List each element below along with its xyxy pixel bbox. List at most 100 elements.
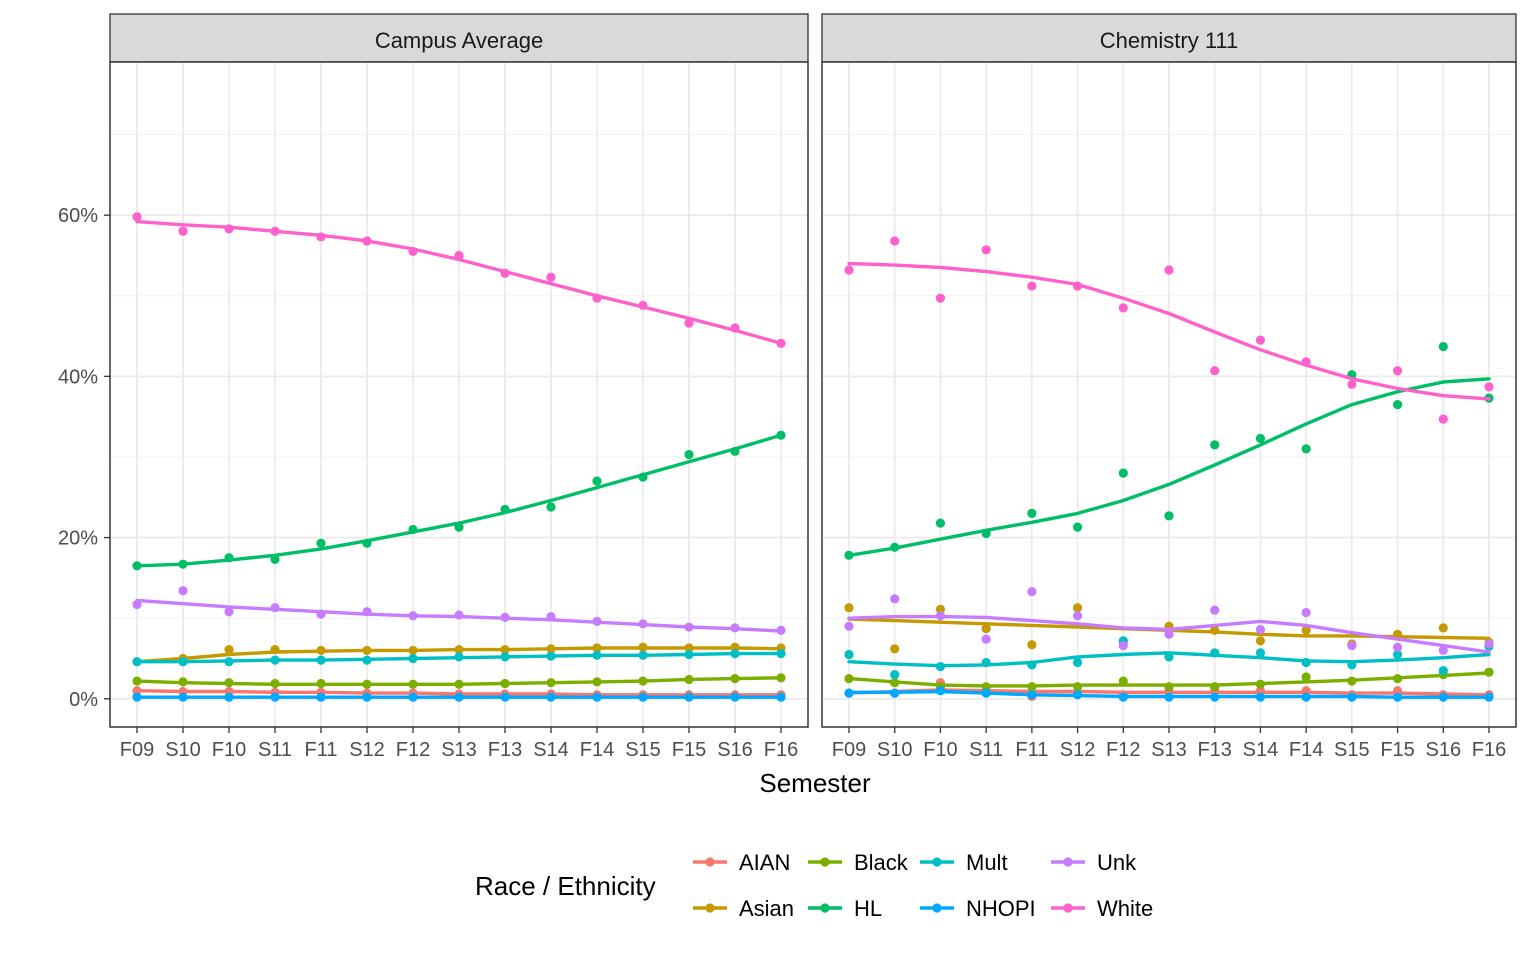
legend-label: HL: [854, 896, 882, 921]
data-point-white: [935, 293, 946, 303]
legend-item-white: White: [1051, 896, 1153, 921]
series-hl: [844, 341, 1494, 560]
series-mult: [132, 649, 786, 667]
facet-title: Campus Average: [375, 28, 543, 53]
legend-item-hl: HL: [808, 896, 882, 921]
data-point-hl: [1118, 468, 1128, 478]
series-nhopi: [132, 692, 786, 702]
data-point-asian: [1255, 636, 1266, 646]
chart-panels: Campus Average F09 S10 F10 S11 F11 S12 F12 S13 F1…: [58, 13, 1517, 761]
data-point-unk: [1301, 607, 1311, 618]
data-point-hl: [1392, 399, 1403, 410]
data-point-unk: [844, 621, 854, 631]
data-point-white: [1347, 379, 1357, 390]
x-axis: F09 S10 F10 S11 F11 S12 F12 S13 F13 S14 F14 S15 F15 S…: [832, 727, 1506, 761]
x-tick-label: S12: [349, 739, 385, 761]
data-point-white: [1027, 281, 1037, 291]
y-axis: 0% 20% 40% 60%: [58, 205, 110, 711]
legend-label: Black: [854, 850, 909, 875]
data-point-unk: [981, 634, 991, 644]
x-tick-label: S16: [717, 739, 753, 761]
data-point-hl: [1072, 522, 1083, 532]
data-point-white: [1118, 303, 1128, 313]
data-point-white: [844, 265, 854, 275]
data-point-hl: [592, 476, 602, 486]
x-tick-label: S11: [258, 739, 292, 761]
x-tick-label: F11: [1015, 739, 1048, 761]
smooth-line-hl: [847, 377, 1491, 557]
x-tick-label: S13: [1151, 739, 1187, 761]
x-tick-label: F09: [832, 739, 866, 761]
data-point-asian: [1301, 625, 1311, 635]
x-tick-label: S14: [533, 739, 569, 761]
data-point-unk: [224, 607, 234, 617]
data-point-asian: [1438, 623, 1448, 633]
facet-strip: [109, 13, 809, 63]
x-tick-label: F13: [488, 739, 522, 761]
data-point-white: [981, 245, 991, 255]
legend-item-asian: Asian: [693, 896, 794, 921]
legend-key-point: [705, 857, 715, 867]
legend-item-nhopi: NHOPI: [920, 896, 1036, 921]
data-point-unk: [1347, 640, 1357, 651]
data-point-mult: [1255, 648, 1266, 658]
facet-title: Chemistry 111: [1100, 28, 1239, 53]
legend-label: Mult: [966, 850, 1008, 875]
data-point-hl: [1210, 440, 1220, 450]
legend-item-black: Black: [808, 850, 909, 875]
series-unk: [844, 586, 1494, 656]
data-point-mult: [1072, 657, 1083, 668]
series-unk: [132, 586, 786, 635]
data-point-unk: [1255, 624, 1266, 635]
x-tick-label: F10: [923, 739, 957, 761]
series-white: [844, 236, 1494, 424]
data-point-unk: [890, 594, 900, 604]
x-tick-label: F15: [672, 739, 706, 761]
data-point-unk: [178, 586, 188, 596]
legend-title: Race / Ethnicity: [475, 871, 656, 901]
x-tick-label: F14: [580, 739, 614, 761]
data-point-unk: [1027, 586, 1037, 597]
data-point-white: [1392, 366, 1403, 376]
smooth-line-hl: [135, 433, 783, 568]
panel-chemistry-111: Chemistry 111 F09 S10 F10 S11 F11 S12 F12 S13 F13…: [821, 13, 1517, 761]
legend-label: White: [1097, 896, 1153, 921]
data-point-unk: [1392, 642, 1403, 652]
x-tick-label: F12: [1106, 739, 1140, 761]
x-tick-label: S13: [441, 739, 477, 761]
data-point-white: [1210, 366, 1220, 376]
legend-label: AIAN: [739, 850, 790, 875]
series-white: [132, 212, 786, 348]
legend-item-unk: Unk: [1051, 850, 1137, 875]
smooth-line-white: [847, 261, 1491, 401]
legend-key-point: [1063, 857, 1073, 867]
x-tick-label: S10: [877, 739, 913, 761]
x-tick-label: S12: [1060, 739, 1096, 761]
data-point-white: [684, 318, 694, 328]
data-point-hl: [684, 449, 694, 460]
x-tick-label: S15: [1334, 739, 1370, 761]
legend-item-mult: Mult: [920, 850, 1008, 875]
data-point-asian: [935, 604, 946, 614]
data-point-unk: [1438, 645, 1448, 656]
data-point-hl: [1027, 508, 1037, 518]
x-tick-label: F15: [1380, 739, 1414, 761]
panel-campus-average: Campus Average F09 S10 F10 S11 F11 S12 F12 S13 F1…: [58, 13, 809, 761]
data-point-white: [890, 236, 900, 246]
data-point-hl: [935, 518, 946, 528]
data-point-asian: [1027, 640, 1037, 650]
smooth-line-asian: [135, 646, 783, 664]
data-point-hl: [316, 538, 326, 548]
x-tick-label: F16: [764, 739, 798, 761]
x-tick-label: S10: [165, 739, 201, 761]
x-axis-title: Semester: [759, 768, 871, 798]
data-point-white: [1255, 335, 1266, 345]
legend-key-point: [932, 857, 942, 867]
x-tick-label: S14: [1243, 739, 1279, 761]
data-point-white: [178, 226, 188, 236]
x-tick-label: F10: [212, 739, 246, 761]
legend-key-point: [820, 903, 830, 913]
data-point-asian: [1072, 603, 1083, 613]
x-tick-label: F14: [1289, 739, 1323, 761]
